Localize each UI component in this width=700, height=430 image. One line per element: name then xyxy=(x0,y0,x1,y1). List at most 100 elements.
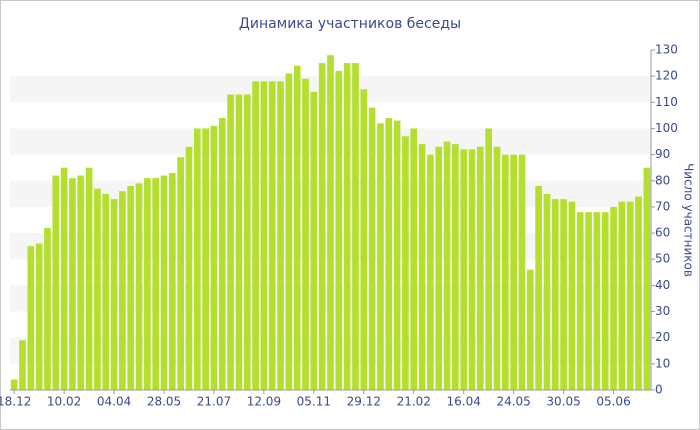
bar xyxy=(60,167,68,390)
y-tick-label: 120 xyxy=(655,69,678,83)
bar xyxy=(193,128,201,390)
bar xyxy=(427,154,434,390)
bar xyxy=(218,118,226,390)
bar xyxy=(543,193,551,390)
x-tick-label: 29.12 xyxy=(347,395,381,409)
bar xyxy=(460,149,468,390)
x-tick-label: 12.09 xyxy=(247,395,281,409)
bar xyxy=(235,94,243,390)
bar xyxy=(94,188,101,390)
y-tick-label: 80 xyxy=(655,173,670,187)
y-tick-label: 30 xyxy=(655,304,670,318)
bar xyxy=(576,212,584,390)
y-tick-label: 0 xyxy=(655,383,663,397)
bar xyxy=(385,118,393,390)
bar xyxy=(551,199,559,390)
bar xyxy=(27,246,35,390)
y-tick-label: 90 xyxy=(655,147,670,161)
bar xyxy=(69,178,76,390)
bar xyxy=(343,63,351,390)
x-tick-label: 24.05 xyxy=(496,395,530,409)
bar xyxy=(127,186,135,390)
bar xyxy=(610,206,617,390)
bar xyxy=(477,146,484,390)
bar xyxy=(618,201,626,390)
bar xyxy=(452,144,459,390)
y-tick-label: 130 xyxy=(655,43,678,57)
y-tick-label: 100 xyxy=(655,121,678,135)
x-tick-label: 05.06 xyxy=(596,395,630,409)
bar xyxy=(410,128,418,390)
bar xyxy=(352,63,359,390)
bar xyxy=(518,154,526,390)
x-tick-label: 21.07 xyxy=(197,395,231,409)
bar xyxy=(243,94,251,390)
bar xyxy=(19,340,26,390)
y-tick-label: 70 xyxy=(655,199,670,213)
bar xyxy=(144,178,151,390)
bar xyxy=(85,167,93,390)
x-tick-label: 04.04 xyxy=(97,395,131,409)
bar xyxy=(227,94,234,390)
bar xyxy=(260,81,268,390)
bar xyxy=(327,55,334,390)
bar xyxy=(368,107,376,391)
x-tick-label: 05.11 xyxy=(297,395,331,409)
chart-title: Динамика участников беседы xyxy=(239,16,461,32)
y-tick-label: 60 xyxy=(655,226,670,240)
bar xyxy=(293,65,301,390)
bar xyxy=(10,379,18,390)
bar xyxy=(485,128,492,390)
bar xyxy=(402,136,409,390)
y-tick-label: 110 xyxy=(655,95,678,109)
bar xyxy=(302,78,309,391)
bar xyxy=(635,196,642,390)
bar xyxy=(501,154,509,390)
bar xyxy=(443,141,451,390)
y-tick-label: 20 xyxy=(655,330,670,344)
bar xyxy=(185,146,193,390)
y-axis-label: Число участников xyxy=(682,163,696,277)
bar xyxy=(435,146,443,390)
bar xyxy=(102,193,110,390)
bar xyxy=(52,175,60,390)
x-tick-label: 30.05 xyxy=(546,395,580,409)
bar xyxy=(568,201,576,390)
bar xyxy=(468,149,476,390)
x-tick-label: 18.12 xyxy=(0,395,31,409)
bar xyxy=(601,212,609,390)
bar xyxy=(44,227,51,390)
x-tick-label: 28.05 xyxy=(147,395,181,409)
bar xyxy=(152,178,160,390)
bar xyxy=(318,63,326,390)
bar xyxy=(585,212,592,390)
bar xyxy=(285,73,293,391)
y-tick-label: 10 xyxy=(655,356,670,370)
x-tick-label: 16.04 xyxy=(447,395,481,409)
x-tick-label: 10.02 xyxy=(47,395,81,409)
bar xyxy=(77,175,85,390)
bar xyxy=(593,212,601,390)
bar xyxy=(169,172,176,390)
bar xyxy=(560,199,567,390)
bar xyxy=(202,128,209,390)
bar xyxy=(252,81,259,390)
bar xyxy=(393,120,401,390)
y-tick-label: 50 xyxy=(655,252,670,266)
bar xyxy=(643,167,651,390)
bar xyxy=(535,186,542,390)
bar xyxy=(177,157,184,390)
bar xyxy=(135,183,143,390)
bar xyxy=(335,70,343,390)
bar xyxy=(310,91,318,390)
bar xyxy=(510,154,517,390)
bar xyxy=(377,123,384,390)
bar xyxy=(360,89,368,390)
bar xyxy=(119,191,126,390)
bar xyxy=(418,144,426,390)
y-tick-label: 40 xyxy=(655,278,670,292)
bar xyxy=(268,81,276,390)
bar xyxy=(626,201,634,390)
bar xyxy=(526,269,534,390)
